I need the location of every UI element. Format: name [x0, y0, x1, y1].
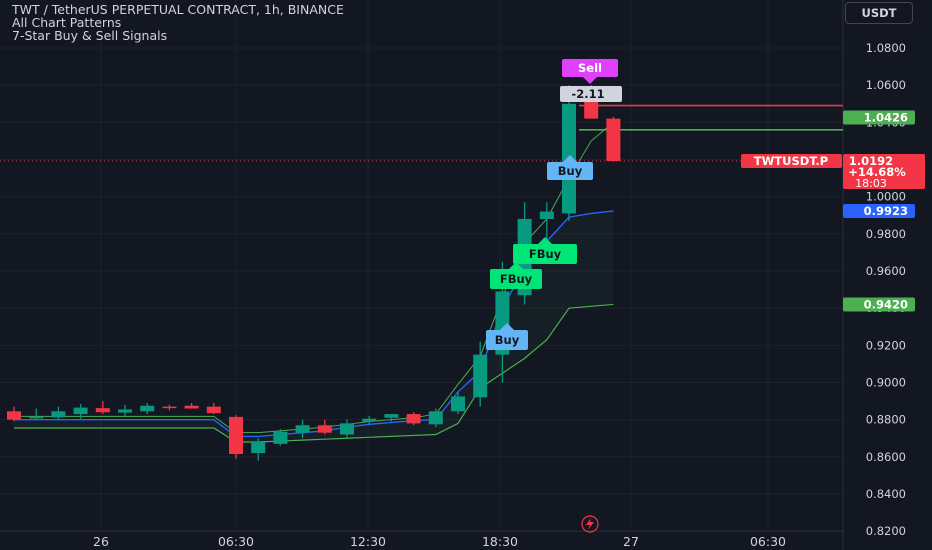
- symbol-tag-label: TWTUSDT.P: [754, 154, 828, 168]
- current-price-tag: [843, 153, 925, 189]
- candle-up[interactable]: [140, 405, 155, 412]
- current-price-value: 1.0192: [849, 154, 893, 168]
- candle-up[interactable]: [539, 211, 554, 219]
- candle-down[interactable]: [606, 118, 621, 161]
- price-tick-label: 0.8200: [866, 524, 906, 538]
- fbuy-signal-lower[interactable]: [490, 269, 542, 289]
- price-tag-label: 0.9923: [864, 204, 908, 218]
- price-tick-label: 0.9200: [866, 338, 906, 352]
- price-tag: [843, 203, 915, 218]
- indicator-seven-star-signals[interactable]: 7-Star Buy & Sell Signals: [12, 28, 168, 43]
- lower-band-line: [14, 303, 614, 443]
- sell-signal-label: Sell: [578, 61, 602, 75]
- candle-up[interactable]: [451, 396, 465, 412]
- fbuy-signal-upper[interactable]: [513, 244, 577, 264]
- price-tick-label: 1.0800: [866, 41, 906, 55]
- candle-down[interactable]: [95, 408, 110, 413]
- time-tick-label: 12:30: [350, 534, 386, 549]
- price-tag: [843, 297, 915, 312]
- time-tick-label: 26: [93, 534, 109, 549]
- buy-signal-early-label: Buy: [495, 333, 520, 347]
- price-tick-label: 0.8400: [866, 487, 906, 501]
- candle-up[interactable]: [340, 423, 354, 435]
- price-tick-label: 1.0000: [866, 190, 906, 204]
- candle-up[interactable]: [73, 407, 88, 415]
- time-tick-label: 18:30: [482, 534, 518, 549]
- time-tick-label: 27: [623, 534, 639, 549]
- candle-up[interactable]: [29, 416, 44, 419]
- candle-up[interactable]: [362, 418, 377, 422]
- buy-signal-late[interactable]: [547, 162, 593, 180]
- candle-up[interactable]: [251, 441, 266, 454]
- candle-up[interactable]: [384, 414, 399, 418]
- sell-signal[interactable]: [562, 59, 618, 77]
- time-tick-label: 06:30: [218, 534, 254, 549]
- price-tick-label: 0.8600: [866, 450, 906, 464]
- current-price-change: +14.68%: [848, 165, 906, 179]
- price-tick-label: 0.9000: [866, 376, 906, 390]
- price-tick-label: 0.8800: [866, 413, 906, 427]
- candle-up[interactable]: [273, 431, 288, 444]
- price-tag-label: 0.9420: [864, 297, 908, 311]
- candle-up[interactable]: [295, 425, 310, 433]
- fbuy-signal-lower-label: FBuy: [500, 272, 533, 286]
- candle-down[interactable]: [184, 405, 199, 409]
- indicator-all-chart-patterns[interactable]: All Chart Patterns: [12, 15, 122, 30]
- lightning-icon[interactable]: [581, 515, 599, 533]
- currency-button[interactable]: USDT: [845, 2, 913, 24]
- buy-signal-early-pointer: [500, 323, 514, 330]
- price-tick-label: 0.9800: [866, 227, 906, 241]
- price-tag: [843, 110, 915, 125]
- candle-up[interactable]: [473, 354, 488, 398]
- sell-signal-pointer: [583, 77, 597, 84]
- time-tick-label: 06:30: [750, 534, 786, 549]
- candle-up[interactable]: [118, 409, 132, 413]
- buy-signal-late-label: Buy: [558, 164, 583, 178]
- price-tick-label: 0.9600: [866, 264, 906, 278]
- lightning-icon-glyph: [586, 518, 594, 530]
- profit-box: [560, 86, 622, 102]
- price-tick-label: 1.0600: [866, 78, 906, 92]
- fbuy-signal-upper-pointer: [538, 237, 552, 244]
- buy-signal-late-pointer: [563, 155, 577, 162]
- candle-down[interactable]: [229, 416, 243, 455]
- price-tag-label: 1.0426: [864, 111, 908, 125]
- symbol-tag: [741, 153, 842, 168]
- fbuy-signal-upper-label: FBuy: [529, 247, 562, 261]
- candle-up[interactable]: [428, 411, 443, 425]
- candle-down[interactable]: [206, 406, 221, 414]
- candle-up[interactable]: [51, 411, 66, 418]
- buy-signal-early[interactable]: [486, 330, 528, 350]
- candle-down[interactable]: [406, 414, 421, 424]
- candle-down[interactable]: [317, 425, 332, 433]
- candle-countdown: 18:03: [855, 177, 887, 190]
- chart-title: TWT / TetherUS PERPETUAL CONTRACT, 1h, B…: [12, 2, 344, 17]
- fbuy-signal-lower-pointer: [509, 262, 523, 269]
- profit-label: -2.11: [571, 87, 604, 101]
- candle-down[interactable]: [7, 411, 21, 420]
- candle-down[interactable]: [162, 406, 177, 409]
